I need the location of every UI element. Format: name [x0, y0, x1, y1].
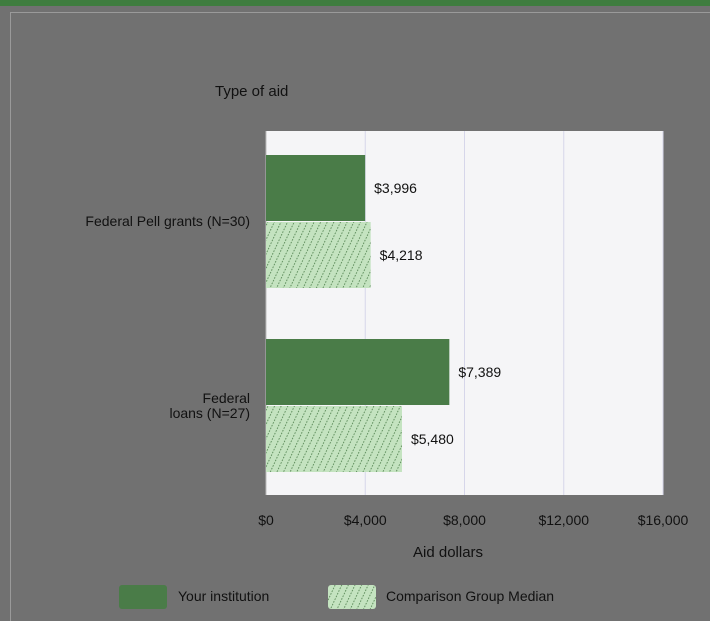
bar-your-institution-0 — [266, 155, 366, 221]
bar-comparison-0 — [266, 222, 371, 288]
legend-label-your-institution: Your institution — [178, 588, 270, 604]
bar-comparison-1 — [266, 406, 402, 472]
x-tick-label: $0 — [258, 512, 274, 528]
category-label-loans: Federal loans (N=27) — [169, 390, 250, 421]
bar-value-label: $4,218 — [380, 247, 423, 263]
x-tick-label: $8,000 — [443, 512, 486, 528]
x-tick-label: $16,000 — [638, 512, 689, 528]
bar-value-label: $7,389 — [458, 364, 501, 380]
bar-value-label: $5,480 — [411, 431, 454, 447]
y-axis-title: Type of aid — [215, 83, 289, 100]
legend-swatch-your-institution — [119, 585, 167, 609]
legend-swatch-comparison — [328, 585, 376, 609]
top-accent-bar — [0, 0, 710, 6]
legend: Your institution Comparison Group Median — [0, 584, 710, 610]
bar-value-label: $3,996 — [374, 180, 417, 196]
category-label-pell: Federal Pell grants (N=30) — [85, 213, 250, 229]
legend-label-comparison: Comparison Group Median — [386, 588, 555, 604]
x-tick-label: $4,000 — [344, 512, 387, 528]
x-axis-title: Aid dollars — [413, 544, 484, 561]
bar-your-institution-1 — [266, 339, 450, 405]
x-tick-label: $12,000 — [538, 512, 589, 528]
